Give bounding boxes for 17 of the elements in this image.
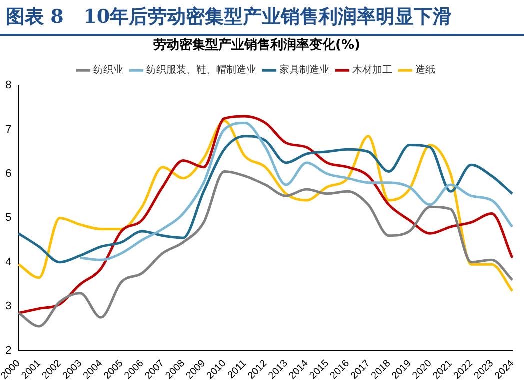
- line-series: [79, 122, 514, 262]
- y-tick-label: 5: [6, 212, 12, 224]
- legend-label: 纺织服装、鞋、帽制造业: [146, 64, 256, 76]
- chart-subtitle: 劳动密集型产业销售利润率变化(%): [154, 37, 360, 54]
- chart-title: 图表 8 10年后劳动密集型产业销售利润率明显下滑: [0, 0, 524, 36]
- legend-label: 家具制造业: [280, 64, 330, 76]
- y-tick-label: 3: [6, 300, 12, 313]
- legend-label: 纺织业: [94, 64, 124, 76]
- y-tick-label: 6: [6, 168, 12, 180]
- legend-label: 木材加工: [352, 64, 392, 76]
- legend-label: 造纸: [416, 64, 436, 76]
- y-tick-label: 7: [6, 124, 12, 136]
- y-tick-label: 4: [6, 256, 12, 268]
- y-tick-label: 2: [6, 344, 12, 357]
- line-series: [17, 135, 514, 264]
- line-series: [17, 170, 514, 328]
- y-tick-label: 8: [6, 80, 12, 92]
